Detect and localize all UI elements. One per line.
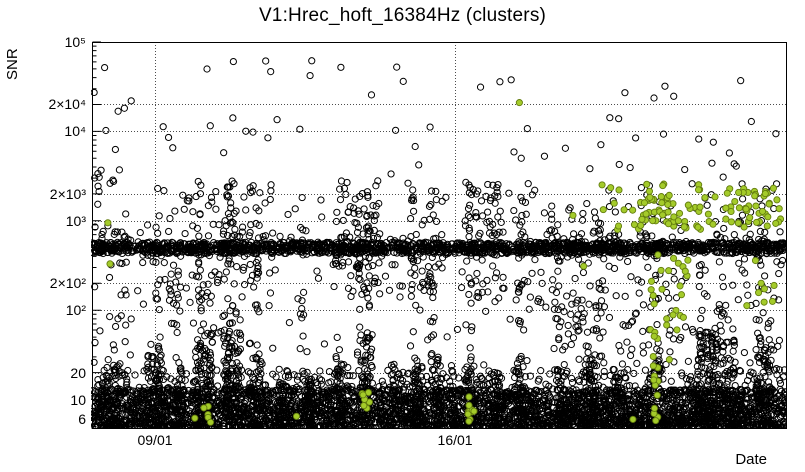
y-axis-tick-label: 2×10⁴ xyxy=(48,96,86,113)
y-axis-tick-label: 10³ xyxy=(65,212,86,229)
y-axis-tick-label: 10² xyxy=(65,302,86,319)
y-axis-tick-label: 10⁴ xyxy=(64,123,86,140)
x-axis-tick-label: 16/01 xyxy=(437,432,473,448)
y-axis-tick-label: 20 xyxy=(70,364,86,381)
x-axis-title: Date xyxy=(735,451,767,468)
y-axis-tick-label: 10⁵ xyxy=(64,34,86,50)
y-axis-tick-label: 2×10³ xyxy=(49,185,86,202)
y-axis-tick-label: 6 xyxy=(78,411,86,428)
x-axis-tick-label: 09/01 xyxy=(137,432,173,448)
chart-title: V1:Hrec_hoft_16384Hz (clusters) xyxy=(258,5,547,26)
y-axis-tick-label: 10 xyxy=(70,391,86,408)
y-axis-tick-label: 2×10² xyxy=(49,275,86,292)
y-axis-title: SNR xyxy=(4,48,21,80)
